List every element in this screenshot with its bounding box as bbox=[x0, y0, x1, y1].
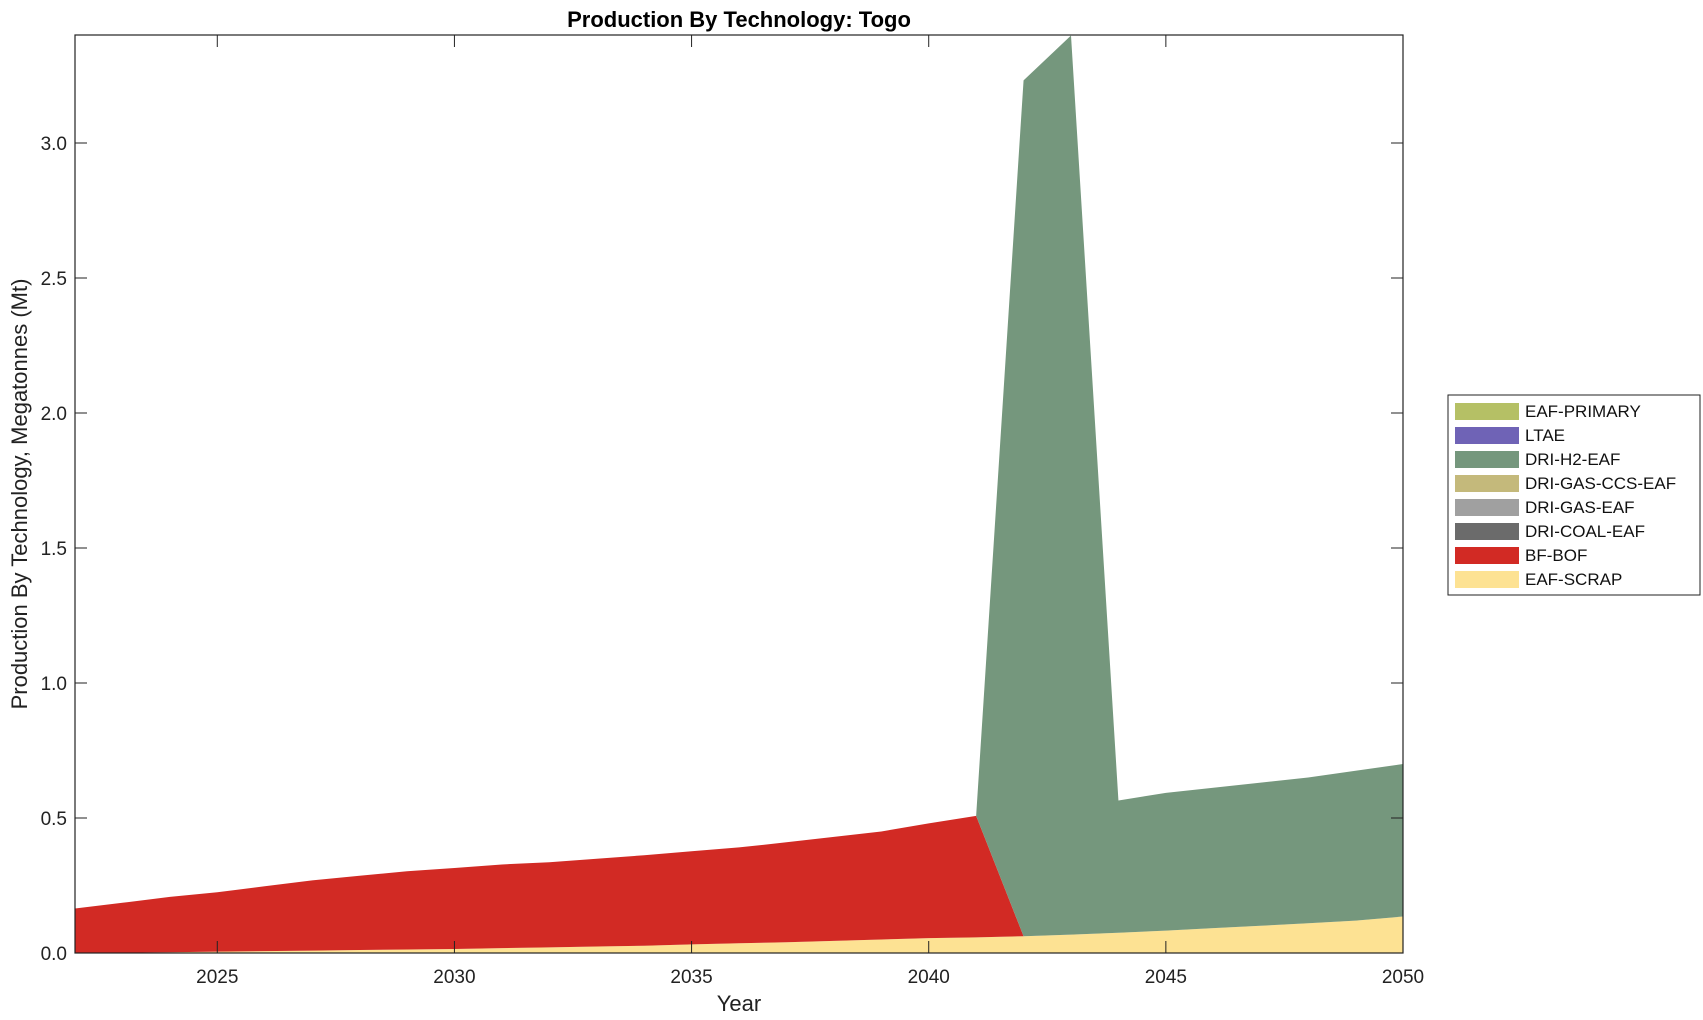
x-tick-label: 2035 bbox=[670, 967, 712, 988]
area-dri-h2-eaf bbox=[75, 35, 1403, 937]
x-tick-label: 2045 bbox=[1145, 967, 1187, 988]
legend-label-dri-gas-ccs-eaf: DRI-GAS-CCS-EAF bbox=[1525, 474, 1676, 493]
y-tick-label: 0.0 bbox=[41, 944, 67, 965]
legend-label-dri-h2-eaf: DRI-H2-EAF bbox=[1525, 450, 1620, 469]
y-tick-label: 1.0 bbox=[41, 674, 67, 695]
y-tick-label: 2.5 bbox=[41, 269, 67, 290]
area-eaf-scrap bbox=[75, 916, 1403, 953]
y-tick-label: 2.0 bbox=[41, 404, 67, 425]
x-tick-label: 2025 bbox=[196, 967, 238, 988]
legend-label-ltae: LTAE bbox=[1525, 426, 1565, 445]
legend-label-dri-gas-eaf: DRI-GAS-EAF bbox=[1525, 498, 1635, 517]
legend-swatch-dri-h2-eaf bbox=[1455, 451, 1519, 468]
legend-label-eaf-scrap: EAF-SCRAP bbox=[1525, 570, 1622, 589]
chart-title: Production By Technology: Togo bbox=[567, 7, 911, 32]
legend: EAF-PRIMARY LTAE DRI-H2-EAF DRI-GAS-CCS-EAF… bbox=[1447, 394, 1701, 596]
legend-swatch-dri-gas-ccs-eaf bbox=[1455, 475, 1519, 492]
y-axis-ticks: 0.0 0.5 1.0 1.5 2.0 2.5 3.0 bbox=[41, 134, 1403, 965]
legend-swatch-dri-gas-eaf bbox=[1455, 499, 1519, 516]
stacked-areas bbox=[75, 35, 1403, 953]
x-tick-label: 2040 bbox=[908, 967, 950, 988]
legend-swatch-dri-coal-eaf bbox=[1455, 523, 1519, 540]
legend-swatch-ltae bbox=[1455, 427, 1519, 444]
axes-frame bbox=[74, 34, 1404, 954]
legend-label-bf-bof: BF-BOF bbox=[1525, 546, 1587, 565]
legend-swatch-eaf-scrap bbox=[1455, 571, 1519, 588]
y-tick-label: 1.5 bbox=[41, 539, 67, 560]
legend-swatch-eaf-primary bbox=[1455, 403, 1519, 420]
x-axis-label: Year bbox=[717, 991, 761, 1016]
y-axis-label: Production By Technology, Megatonnes (Mt… bbox=[7, 279, 32, 710]
x-axis-ticks: 2025 2030 2035 2040 2045 2050 bbox=[196, 35, 1424, 988]
area-bf-bof bbox=[75, 815, 1403, 953]
legend-label-eaf-primary: EAF-PRIMARY bbox=[1525, 402, 1641, 421]
x-tick-label: 2050 bbox=[1382, 967, 1424, 988]
y-tick-label: 0.5 bbox=[41, 809, 67, 830]
legend-box bbox=[1447, 394, 1701, 596]
legend-swatch-bf-bof bbox=[1455, 547, 1519, 564]
legend-label-dri-coal-eaf: DRI-COAL-EAF bbox=[1525, 522, 1645, 541]
y-tick-label: 3.0 bbox=[41, 134, 67, 155]
x-tick-label: 2030 bbox=[433, 967, 475, 988]
